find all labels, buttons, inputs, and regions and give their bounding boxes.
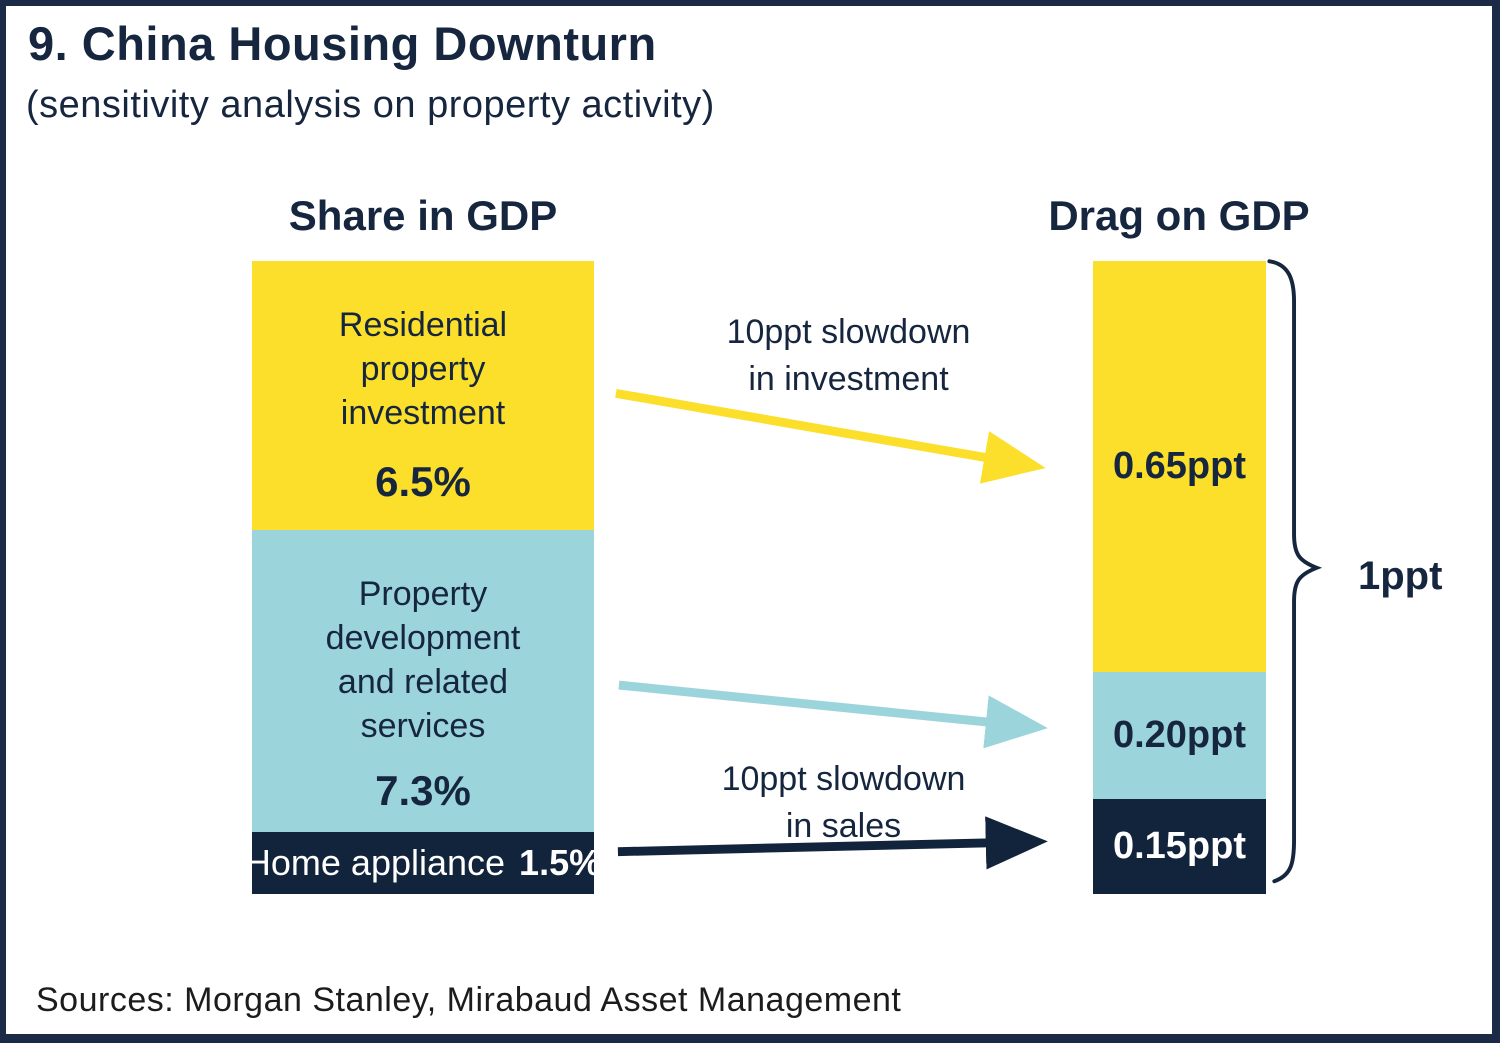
segment-drag-sales-appliance: 0.15ppt (1093, 799, 1266, 894)
left-bar-title: Share in GDP (288, 192, 558, 239)
total-brace (1267, 259, 1323, 884)
arrows-overlay (615, 259, 1323, 884)
segment-home-appliance: Home appliance 1.5% (244, 831, 602, 894)
drag-on-gdp-bar: 0.65ppt 0.20ppt 0.15ppt (1093, 261, 1266, 894)
segment-value: 0.15ppt (1112, 825, 1247, 867)
segment-value: 0.65ppt (1112, 445, 1247, 488)
segment-drag-sales-property: 0.20ppt (1093, 672, 1266, 800)
segment-label: Home appliance 1.5% (244, 841, 602, 883)
total-drag-label: 1ppt (1358, 554, 1443, 598)
sales-arrow-label: 10ppt slowdown in sales (721, 760, 966, 845)
segment-value: 7.3% (375, 766, 471, 814)
segment-label: Property development and related service… (325, 574, 521, 745)
sales-arrow-property (618, 680, 1048, 749)
segment-value: 6.5% (375, 457, 471, 505)
investment-arrow-label: 10ppt slowdown in investment (726, 313, 971, 398)
segment-property-development: Property development and related service… (252, 529, 594, 832)
segment-drag-investment: 0.65ppt (1093, 261, 1266, 673)
segment-value: 0.20ppt (1112, 714, 1247, 757)
share-in-gdp-bar: Residential property investment 6.5% Pro… (244, 261, 602, 894)
page-title: 9. China Housing Downturn (28, 17, 657, 70)
segment-value: 1.5% (519, 841, 602, 883)
investment-arrow (615, 388, 1046, 484)
right-bar-title: Drag on GDP (1048, 192, 1310, 239)
page-subtitle: (sensitivity analysis on property activi… (26, 84, 715, 126)
sources-line: Sources: Morgan Stanley, Mirabaud Asset … (36, 981, 902, 1019)
segment-residential-property-investment: Residential property investment 6.5% (252, 261, 594, 530)
segment-label: Residential property investment (338, 306, 508, 432)
